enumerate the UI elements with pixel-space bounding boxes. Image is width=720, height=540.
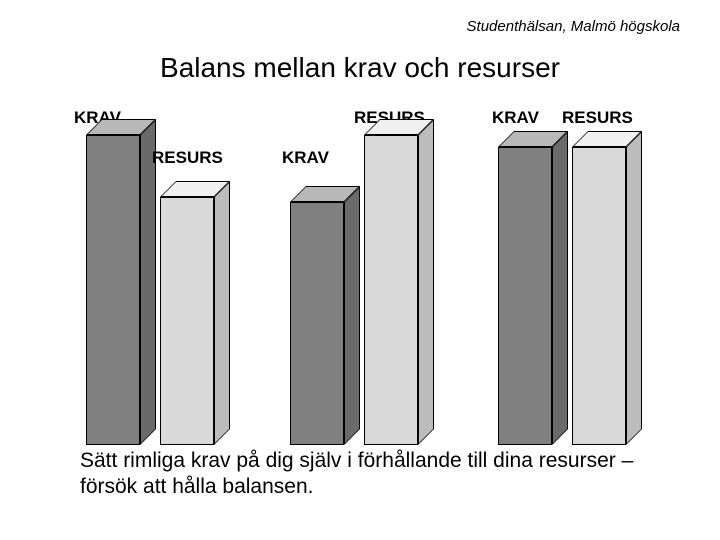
bar [572,131,642,445]
bar-side-face [552,131,568,445]
bar-side-face [626,131,642,445]
bar-front-face [160,197,214,445]
footer-text: Sätt rimliga krav på dig själv i förhåll… [80,448,660,501]
bar-front-face [290,202,344,445]
bar [290,186,360,445]
bar-label: RESURS [152,148,223,168]
bar-front-face [86,135,140,445]
bar-front-face [364,135,418,445]
slide-title: Balans mellan krav och resurser [0,52,720,84]
bar-front-face [498,147,552,445]
bar [86,119,156,445]
bar [364,119,434,445]
bar-label: KRAV [282,148,329,168]
bar-front-face [572,147,626,445]
bar-label: KRAV [492,108,539,128]
header-source: Studenthälsan, Malmö högskola [467,18,680,35]
bar-side-face [418,119,434,445]
bar-label: RESURS [562,108,633,128]
balance-chart: KRAVRESURSKRAVRESURSKRAVRESURS [0,100,720,445]
bar-side-face [344,186,360,445]
slide-page: Studenthälsan, Malmö högskola Balans mel… [0,0,720,540]
bar [498,131,568,445]
bar-side-face [214,181,230,445]
bar [160,181,230,445]
